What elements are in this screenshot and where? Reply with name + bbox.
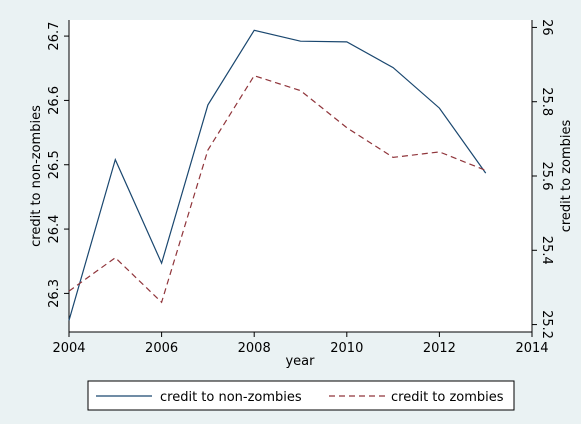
y-left-tick-label: 26.3 xyxy=(47,279,62,308)
y-right-tick-label: 25.8 xyxy=(539,87,554,116)
y-right-tick-label: 25.4 xyxy=(539,236,554,265)
y-left-tick-label: 26.6 xyxy=(47,86,62,115)
y-left-tick-label: 26.7 xyxy=(47,22,62,51)
y-right-tick-label: 25.2 xyxy=(539,310,554,339)
y-left-tick-label: 26.4 xyxy=(47,215,62,244)
x-ticks: 2004 2006 2008 2010 2012 2014 xyxy=(52,332,549,356)
plot-background xyxy=(69,20,532,332)
series-line-credit-to-zombies xyxy=(68,74,486,304)
x-tick-label: 2014 xyxy=(515,341,548,356)
y-right-ticks: 25.2 25.4 25.6 25.8 26 xyxy=(532,19,554,339)
y-left-tick-label: 26.5 xyxy=(47,150,62,179)
x-axis-title: year xyxy=(285,354,315,369)
x-tick-label: 2010 xyxy=(330,341,363,356)
y-right-tick-label: 26 xyxy=(539,19,554,36)
x-tick-label: 2008 xyxy=(238,341,271,356)
legend-label-credit-to-non-zombies: credit to non-zombies xyxy=(160,390,302,405)
y-right-tick-label: 25.6 xyxy=(539,162,554,191)
legend-label-credit-to-zombies: credit to zombies xyxy=(391,390,504,405)
series-lines xyxy=(68,29,487,321)
y-axis-left-title: credit to non-zombies xyxy=(29,105,44,247)
x-tick-label: 2004 xyxy=(52,341,85,356)
legend-box xyxy=(87,380,515,411)
y-left-ticks: 26.3 26.4 26.5 26.6 26.7 xyxy=(47,22,69,308)
series-line-credit-to-non-zombies xyxy=(68,29,487,321)
x-tick-label: 2012 xyxy=(423,341,456,356)
legend: credit to non-zombies credit to zombies xyxy=(87,380,515,411)
y-axis-right-title: credit to zombies xyxy=(559,119,574,232)
x-tick-label: 2006 xyxy=(145,341,178,356)
